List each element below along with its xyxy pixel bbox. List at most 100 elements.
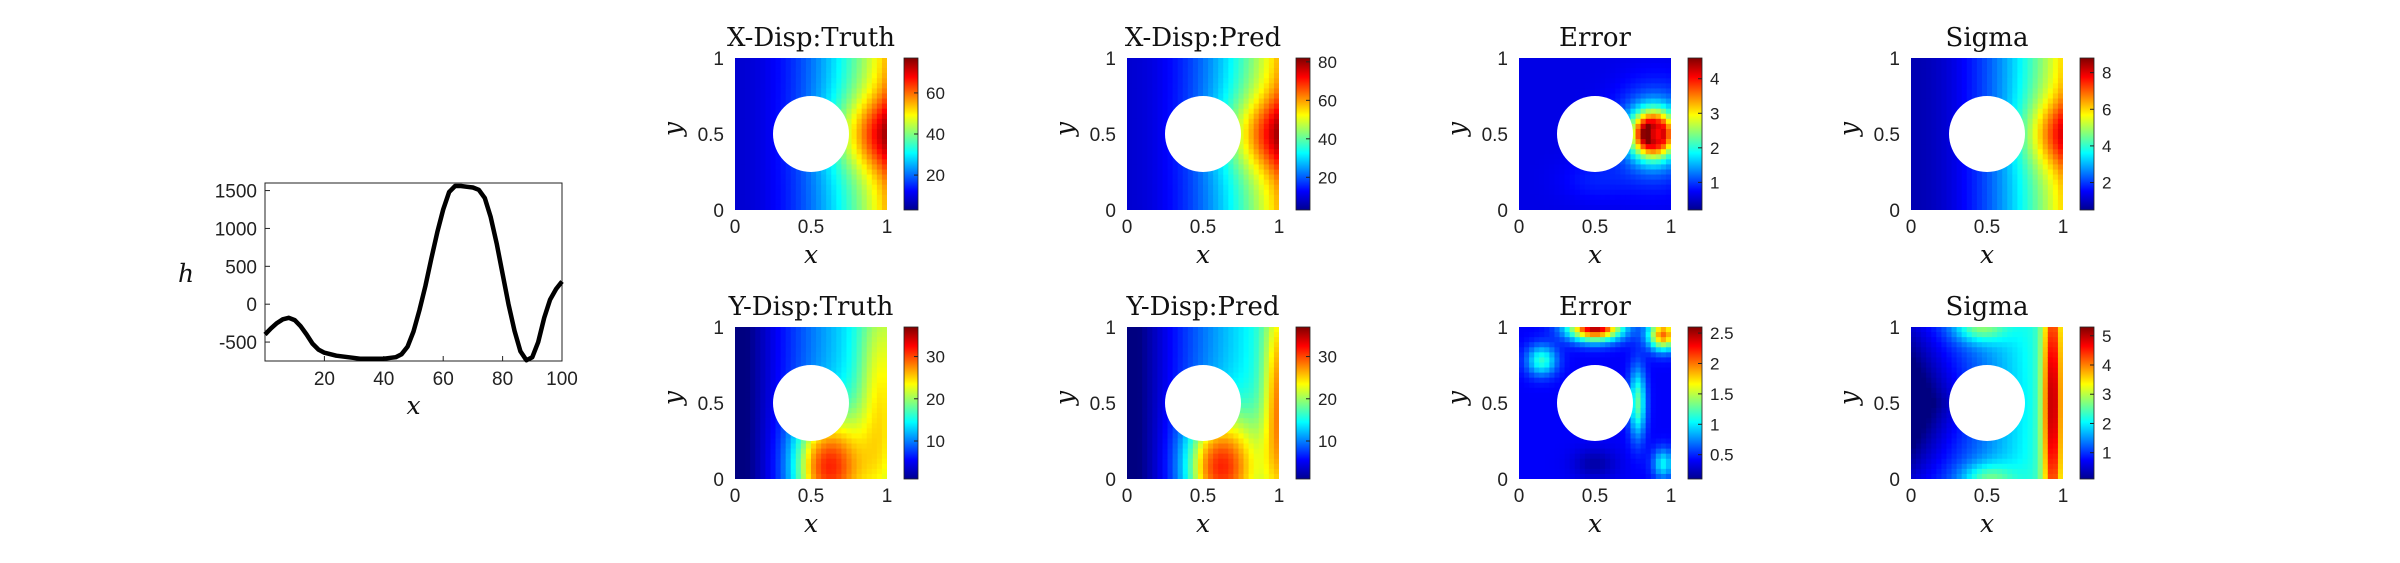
heatmap-cell — [866, 367, 873, 374]
heatmap-cell — [2057, 179, 2063, 186]
heatmap-cell — [2042, 204, 2049, 210]
heatmap-cell — [826, 357, 832, 364]
heatmap-cell — [800, 468, 807, 475]
heatmap-cell — [1554, 98, 1561, 105]
heatmap-cell — [851, 377, 858, 384]
heatmap-cell — [1273, 108, 1279, 115]
heatmap-cell — [1223, 68, 1229, 74]
heatmap-cell — [1605, 78, 1611, 84]
heatmap-cell — [1926, 164, 1932, 171]
heatmap-cell — [856, 458, 863, 465]
heatmap-cell — [760, 88, 766, 95]
heatmap-cell — [831, 189, 837, 196]
heatmap-cell — [871, 357, 878, 364]
heatmap-cell — [1142, 367, 1148, 374]
heatmap-cell — [856, 463, 863, 470]
heatmap-cell — [811, 73, 817, 79]
heatmap-cell — [1544, 164, 1550, 171]
heatmap-cell — [816, 453, 822, 460]
heatmap-cell — [1640, 58, 1647, 64]
heatmap-cell — [876, 352, 883, 358]
heatmap-cell — [1635, 88, 1642, 95]
heatmap-cell — [1579, 184, 1586, 191]
heatmap-cell — [1137, 397, 1143, 404]
heatmap-cell — [1208, 184, 1214, 191]
heatmap-cell — [1997, 204, 2003, 210]
heatmap-cell — [831, 352, 837, 358]
heatmap-cell — [2047, 184, 2054, 191]
heatmap-cell — [770, 194, 777, 201]
heatmap-cell — [735, 174, 741, 181]
heatmap-cell — [1650, 134, 1657, 140]
heatmap-cell — [1956, 68, 1963, 74]
heatmap-cell — [1645, 194, 1652, 201]
heatmap-cell — [2007, 189, 2013, 196]
heatmap-cell — [1534, 164, 1540, 171]
heatmap-cell — [1630, 93, 1637, 100]
heatmap-cell — [1132, 438, 1138, 445]
heatmap-cell — [1524, 68, 1530, 74]
heatmap-cell — [1132, 362, 1138, 369]
heatmap-cell — [1238, 179, 1245, 186]
heatmap-cell — [1172, 372, 1179, 379]
heatmap-cell — [861, 458, 868, 465]
heatmap-cell — [1273, 199, 1279, 206]
heatmap-cell — [1539, 174, 1545, 181]
heatmap-cell — [2042, 189, 2049, 196]
heatmap-cell — [1127, 453, 1133, 460]
heatmap-cell — [2017, 68, 2024, 74]
heatmap-cell — [861, 377, 868, 384]
heatmap-cell — [1268, 134, 1275, 140]
heatmap-cell — [1162, 372, 1169, 379]
heatmap-cell — [1941, 134, 1948, 140]
heatmap-cell — [1665, 88, 1671, 95]
heatmap-cell — [765, 372, 772, 379]
heatmap-cell — [765, 58, 772, 64]
heatmap-cell — [1660, 184, 1667, 191]
heatmap-cell — [1258, 189, 1265, 196]
heatmap-cell — [1132, 418, 1138, 424]
heatmap-cell — [1941, 128, 1948, 135]
heatmap-cell — [871, 392, 878, 399]
heatmap-cell — [1233, 88, 1240, 95]
heatmap-cell — [775, 184, 782, 191]
heatmap-cell — [770, 458, 777, 465]
heatmap-cell — [745, 367, 751, 374]
heatmap-cell — [790, 362, 797, 369]
heatmap-cell — [745, 392, 751, 399]
heatmap-cell — [1147, 347, 1153, 353]
heatmap-cell — [831, 327, 837, 333]
heatmap-cell — [2047, 199, 2054, 206]
heatmap-cell — [1534, 118, 1540, 125]
heatmap-cell — [2022, 204, 2029, 210]
heatmap-cell — [856, 108, 863, 115]
heatmap-cell — [1147, 199, 1153, 206]
heatmap-cell — [876, 408, 883, 414]
heatmap-cell — [861, 438, 868, 445]
heatmap-cell — [1233, 194, 1240, 201]
heatmap-cell — [770, 118, 777, 125]
heatmap-cell — [811, 68, 817, 74]
heatmap-cell — [1172, 473, 1179, 479]
heatmap-cell — [1137, 418, 1143, 424]
heatmap-cell — [851, 149, 858, 155]
heatmap-cell — [876, 164, 883, 171]
heatmap-cell — [735, 169, 741, 176]
heatmap-cell — [871, 199, 878, 206]
heatmap-cell — [1132, 468, 1138, 475]
heatmap-cell — [765, 362, 772, 369]
heatmap-cell — [871, 443, 878, 450]
heatmap-cell — [740, 139, 746, 145]
heatmap-cell — [1539, 184, 1545, 191]
heatmap-cell — [1589, 184, 1596, 191]
heatmap-cell — [1273, 169, 1279, 176]
heatmap-cell — [881, 93, 887, 100]
heatmap-cell — [775, 352, 782, 358]
heatmap-cell — [851, 418, 858, 424]
heatmap-cell — [775, 473, 782, 479]
heatmap-cell — [1655, 73, 1662, 79]
heatmap-cell — [1147, 387, 1153, 394]
heatmap-cell — [1966, 194, 1973, 201]
heatmap-cell — [1172, 463, 1179, 470]
heatmap-cell — [1610, 68, 1616, 74]
